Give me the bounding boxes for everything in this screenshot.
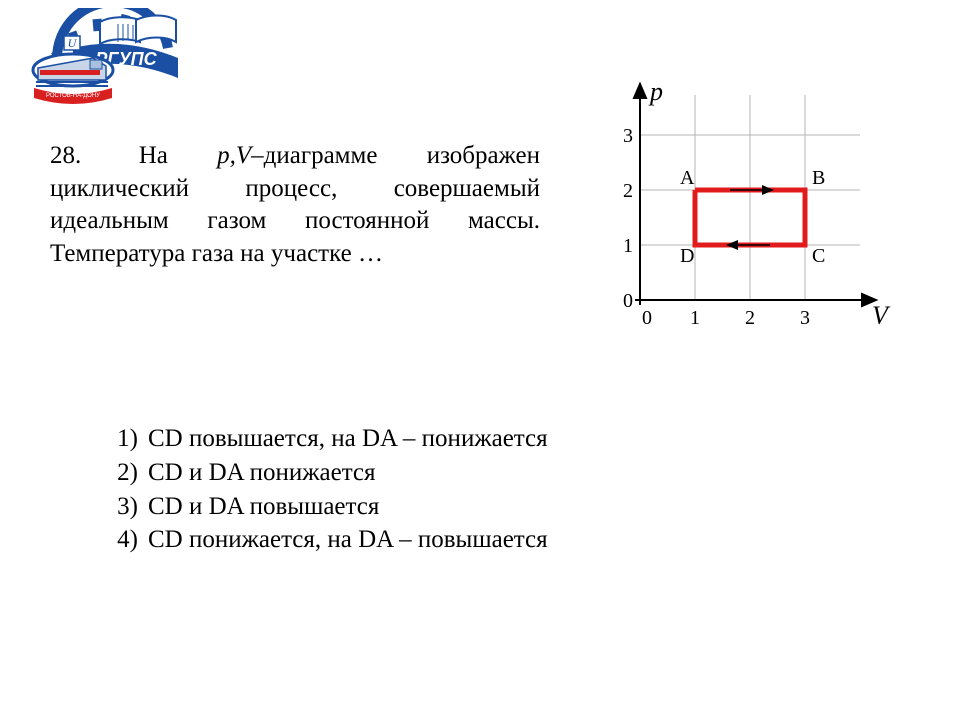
point-B: B	[812, 167, 825, 189]
point-A: A	[680, 167, 695, 189]
point-C: C	[812, 245, 825, 267]
tick-labels: 3 2 1 0 0 1 2 3	[623, 125, 810, 329]
svg-text:1: 1	[623, 235, 633, 257]
page: РГУПС U РОСТОВ-НА-ДОНУ 28.	[0, 0, 960, 720]
svg-text:2: 2	[745, 307, 755, 329]
answer-option-1: 1) CD повышается, на DA – понижается	[110, 422, 548, 456]
question-number: 28.	[50, 142, 81, 169]
y-axis-label: p	[648, 80, 663, 106]
grid	[640, 95, 860, 300]
svg-text:0: 0	[623, 290, 633, 312]
question-line-4: Температура газа на участке …	[50, 238, 540, 271]
pv-diagram: A B C D 3 2 1 0 0 1 2 3 p V	[580, 80, 900, 340]
svg-text:1: 1	[690, 307, 700, 329]
u-box-text: U	[68, 36, 78, 50]
svg-text:0: 0	[642, 307, 652, 329]
axes	[634, 84, 876, 306]
question-text: 28. На p,V–диаграмме изображен циклическ…	[50, 140, 540, 270]
svg-text:3: 3	[623, 125, 633, 147]
ribbon: РОСТОВ-НА-ДОНУ	[34, 88, 112, 104]
ribbon-text: РОСТОВ-НА-ДОНУ	[46, 93, 100, 99]
university-logo: РГУПС U РОСТОВ-НА-ДОНУ	[28, 8, 178, 104]
answer-options: 1) CD повышается, на DA – понижается 2) …	[110, 422, 548, 557]
svg-text:2: 2	[623, 180, 633, 202]
x-axis-label: V	[872, 301, 891, 330]
answer-option-2: 2) CD и DA понижается	[110, 456, 548, 490]
question-line-1: 28. На p,V–диаграмме изображен	[50, 140, 540, 173]
axis-labels: p V	[648, 80, 891, 330]
answer-option-3: 3) CD и DA повышается	[110, 490, 548, 524]
question-line-2: циклический процесс, совершаемый	[50, 173, 540, 206]
point-D: D	[680, 245, 694, 267]
answer-option-4: 4) CD понижается, на DA – повышается	[110, 523, 548, 557]
logo-svg: РГУПС U РОСТОВ-НА-ДОНУ	[28, 8, 178, 104]
svg-text:3: 3	[800, 307, 810, 329]
question-line-3: идеальным газом постоянной массы.	[50, 205, 540, 238]
pv-diagram-svg: A B C D 3 2 1 0 0 1 2 3 p V	[580, 80, 900, 340]
